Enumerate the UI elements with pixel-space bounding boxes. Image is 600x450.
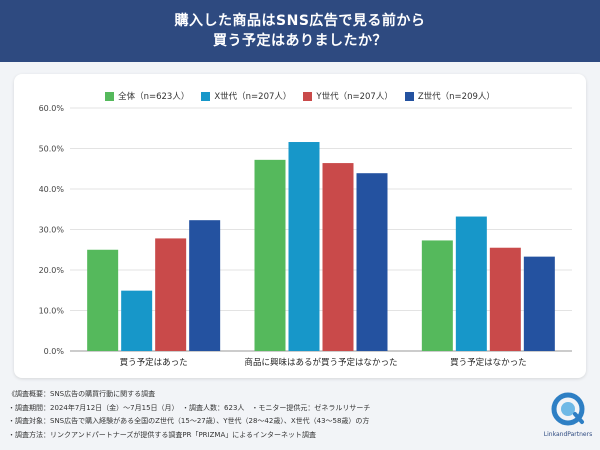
bar xyxy=(288,142,320,351)
header-banner: 購入した商品はSNS広告で見る前から 買う予定はありましたか？ xyxy=(0,0,600,62)
legend-label: Y世代（n=207人） xyxy=(316,92,393,102)
legend-swatch xyxy=(105,91,115,101)
y-tick-label: 50.0% xyxy=(39,145,65,154)
bar xyxy=(489,247,521,351)
survey-notes: 《調査概要：SNS広告の購買行動に関する調査 ・調査期間：2024年7月12日（… xyxy=(8,388,528,442)
legend: 全体（n=623人） X世代（n=207人） Y世代（n=207人） Z世代（n=20… xyxy=(14,90,586,102)
legend-label: Z世代（n=209人） xyxy=(417,92,495,102)
bar xyxy=(155,238,187,351)
company-logo: LinkandPartners xyxy=(540,392,596,444)
note-line: ・調査対象：SNS広告で購入経験がある全国のZ世代（15〜27歳）、Y世代（28… xyxy=(8,417,370,425)
y-tick-label: 30.0% xyxy=(39,226,65,235)
bar xyxy=(189,220,221,351)
y-tick-label: 20.0% xyxy=(39,266,65,275)
note-line: 《調査概要：SNS広告の購買行動に関する調査 xyxy=(8,390,156,398)
y-tick-label: 0.0% xyxy=(44,347,65,356)
bar xyxy=(254,159,286,351)
y-tick-label: 60.0% xyxy=(39,104,65,113)
bar xyxy=(356,173,388,351)
legend-swatch xyxy=(404,91,414,101)
x-category-label: 買う予定はあった xyxy=(120,357,188,368)
title-line-2: 買う予定はありましたか？ xyxy=(213,33,387,49)
note-line: ・調査期間：2024年7月12日（金）〜7月15日（月） ・調査人数：623人 … xyxy=(8,403,371,412)
legend-label: 全体（n=623人） xyxy=(118,92,190,102)
bar xyxy=(455,216,487,351)
legend-item: 全体（n=623人） xyxy=(105,90,189,102)
note-line: ・調査方法：リンクアンドパートナーズが提供する調査PR「PRIZMA」によるイン… xyxy=(8,430,317,439)
bar xyxy=(87,249,119,351)
title-line-1: 購入した商品はSNS広告で見る前から xyxy=(174,13,426,29)
legend-item: Z世代（n=209人） xyxy=(404,90,495,102)
bar xyxy=(322,163,354,351)
legend-label: X世代（n=207人） xyxy=(214,92,292,102)
y-tick-label: 40.0% xyxy=(39,185,65,194)
x-category-label: 買う予定はなかった xyxy=(450,357,527,368)
legend-item: Y世代（n=207人） xyxy=(303,90,393,102)
x-category-label: 商品に興味はあるが買う予定はなかった xyxy=(244,357,397,368)
logo-text: LinkandPartners xyxy=(543,431,593,438)
bar xyxy=(121,290,153,351)
chart-card: 全体（n=623人） X世代（n=207人） Y世代（n=207人） Z世代（n=20… xyxy=(14,74,586,378)
legend-item: X世代（n=207人） xyxy=(201,90,291,102)
legend-swatch xyxy=(201,91,211,101)
legend-swatch xyxy=(303,91,313,101)
logo-icon xyxy=(551,392,585,426)
y-tick-label: 10.0% xyxy=(39,307,65,316)
bar xyxy=(421,240,453,351)
bar xyxy=(523,256,555,351)
bar-chart: 0.0% 10.0% 20.0% 30.0% 40.0% 50.0% 60.0% 買う予定はあ… xyxy=(39,104,572,368)
